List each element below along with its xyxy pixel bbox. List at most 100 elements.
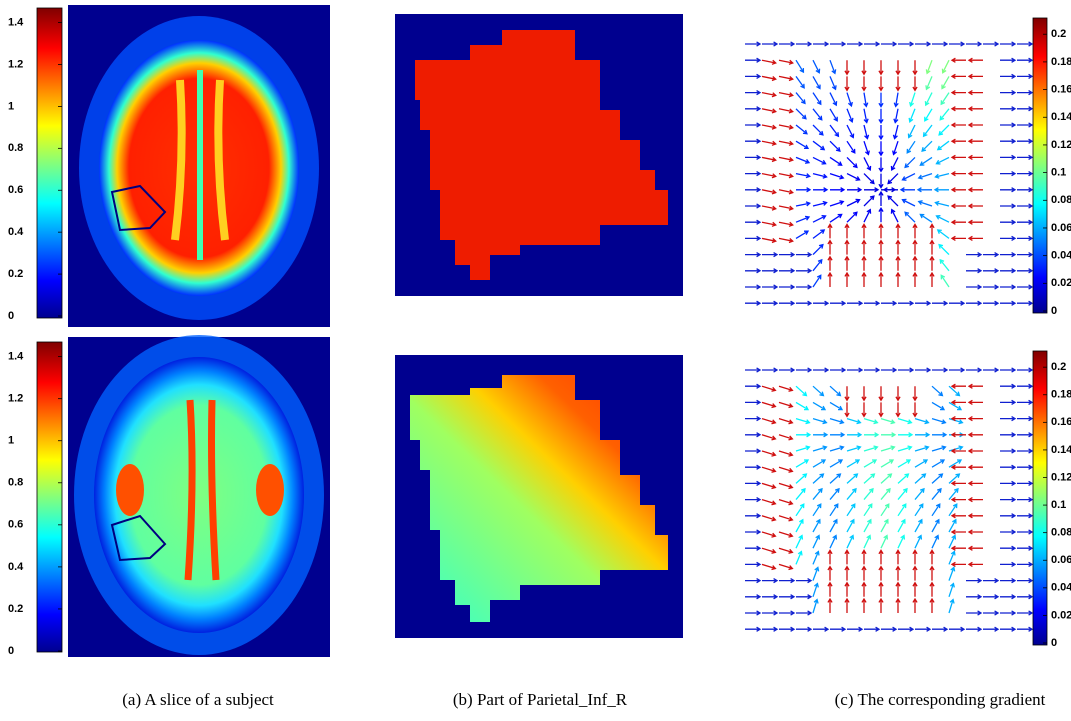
arrow <box>829 140 841 152</box>
arrow <box>919 213 933 223</box>
colorbar-tick-label: 1.4 <box>8 351 24 363</box>
arrow <box>812 582 819 598</box>
arrow <box>829 200 845 207</box>
arrow <box>779 41 796 47</box>
arrow <box>941 59 950 74</box>
arrow <box>795 59 805 74</box>
arrow <box>1017 448 1034 454</box>
arrow <box>812 258 823 272</box>
arrow <box>762 251 779 258</box>
arrow <box>934 200 950 207</box>
arrow <box>827 565 833 581</box>
arrow <box>778 417 794 425</box>
arrow <box>846 518 855 533</box>
arrow <box>827 255 833 271</box>
arrow <box>895 271 901 287</box>
arrow <box>1000 187 1017 193</box>
arrow <box>948 550 956 565</box>
arrow <box>1000 594 1017 600</box>
arrow <box>844 76 850 92</box>
arrow <box>762 626 779 632</box>
arrow <box>1000 496 1017 503</box>
arrow <box>745 464 762 470</box>
arrow <box>863 503 873 517</box>
arrow <box>778 75 794 82</box>
arrow <box>745 594 762 600</box>
arrow <box>1017 284 1034 290</box>
arrow <box>931 534 940 549</box>
arrow <box>745 251 762 258</box>
arrow <box>813 626 830 632</box>
arrow <box>878 255 884 271</box>
roi-top <box>395 14 683 296</box>
arrow <box>864 367 881 373</box>
arrow <box>909 92 916 108</box>
arrow <box>812 59 821 74</box>
arrow <box>950 170 966 177</box>
arrow <box>863 518 872 533</box>
arrow <box>1000 480 1017 487</box>
arrow <box>761 385 777 392</box>
arrow <box>936 229 950 239</box>
arrow <box>829 503 839 517</box>
arrow <box>761 531 777 538</box>
arrow <box>966 610 983 616</box>
arrow <box>1017 464 1034 470</box>
arrow <box>895 76 901 92</box>
arrow <box>895 60 901 76</box>
arrow <box>966 41 983 47</box>
arrow <box>907 124 916 139</box>
arrow <box>1017 610 1034 616</box>
arrow <box>915 41 932 47</box>
arrow <box>796 300 813 306</box>
arrow <box>829 108 838 122</box>
arrow <box>812 598 819 614</box>
arrow <box>762 41 779 47</box>
arrow <box>929 255 935 271</box>
arrow <box>829 76 837 91</box>
colorbar-tick-label: 1.2 <box>8 393 23 405</box>
arrow <box>778 563 794 571</box>
arrow <box>1000 235 1017 242</box>
arrow <box>897 487 908 501</box>
arrow <box>939 258 950 272</box>
arrow <box>878 108 884 125</box>
arrow <box>950 89 966 96</box>
arrow <box>812 518 821 533</box>
arrow <box>1000 57 1017 63</box>
arrow <box>795 459 810 468</box>
arrow <box>931 417 947 425</box>
arrow <box>967 561 983 568</box>
arrow <box>745 203 762 209</box>
arrow <box>745 480 762 487</box>
arrow <box>1017 170 1034 177</box>
arrow <box>912 271 918 287</box>
colorbar-tick-label: 0.2 <box>1051 28 1066 40</box>
arrow <box>967 235 983 242</box>
arrow <box>895 549 901 565</box>
arrow <box>966 626 983 632</box>
arrow <box>966 594 983 600</box>
colorbar-tick-label: 0.1 <box>1051 167 1066 179</box>
arrow <box>967 383 983 389</box>
colorbar-tick-label: 0.04 <box>1051 250 1071 262</box>
arrow <box>844 271 850 287</box>
arrow <box>745 610 762 616</box>
arrow <box>779 251 796 258</box>
arrow <box>931 401 946 411</box>
arrow <box>935 214 950 223</box>
arrow <box>779 268 796 274</box>
arrow <box>861 60 867 76</box>
arrow <box>950 383 966 389</box>
arrow <box>1000 626 1017 632</box>
arrow <box>846 198 861 207</box>
colorbar-tick-label: 0.14 <box>1051 111 1071 123</box>
arrow <box>925 76 933 91</box>
arrow <box>863 173 875 185</box>
colorbar-tick-label: 0.2 <box>8 268 23 280</box>
arrow <box>745 219 762 225</box>
arrow <box>846 487 857 501</box>
colorbar-tick-label: 0.4 <box>8 561 24 573</box>
arrow <box>745 367 762 373</box>
arrow <box>761 401 777 409</box>
